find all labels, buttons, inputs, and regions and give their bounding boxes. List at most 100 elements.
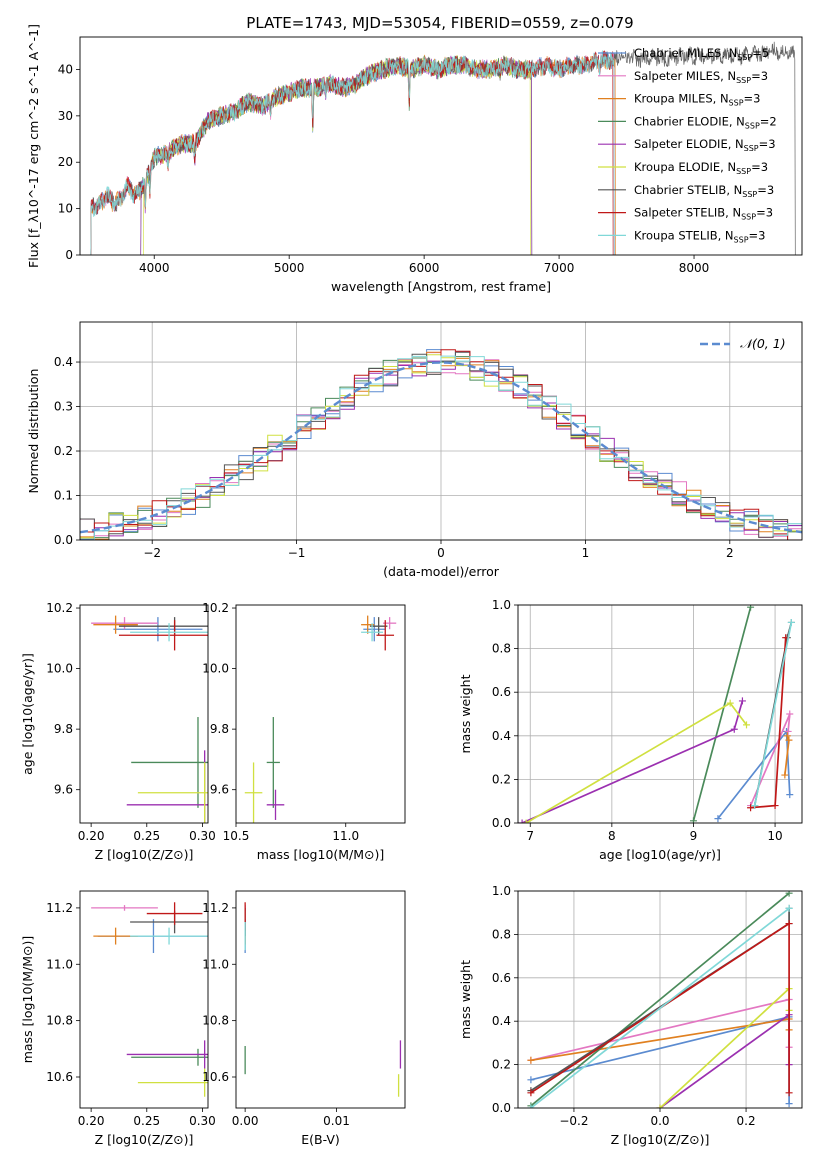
y-tick-label: 0 [65, 248, 73, 262]
x-axis-label: (data-model)/error [383, 564, 500, 579]
plot-area [91, 615, 208, 823]
x-tick-label: 10 [767, 829, 782, 843]
axes-frame [79, 604, 209, 824]
x-tick-label: 0.20 [78, 1114, 105, 1128]
weight-marker [783, 732, 791, 740]
x-tick-label: 0.30 [189, 829, 216, 843]
y-axis-label: mass weight [458, 674, 473, 753]
x-tick-label: 0.25 [133, 829, 160, 843]
panel-residuals: −2 −1 0 1 2 0.0 0.1 0.2 0.3 0.4 (data-model)/error… [26, 321, 803, 579]
legend-label: Kroupa MILES, NSSP=3 [634, 92, 760, 108]
panel-ebv-mass: 0.00 0.01 10.6 10.8 11.0 11.2 E(B-V) [202, 890, 406, 1147]
x-tick-label: 0.25 [133, 1114, 160, 1128]
weight-marker [522, 819, 530, 823]
y-tick-label: 9.8 [54, 722, 73, 736]
weight-marker [527, 1076, 535, 1084]
normal-curve [80, 361, 802, 534]
legend-label: Salpeter ELODIE, NSSP=3 [634, 137, 776, 153]
y-tick-label: 10.2 [46, 601, 73, 615]
y-tick-label: 10.0 [46, 662, 73, 676]
y-tick-label: 10.6 [202, 1070, 229, 1084]
y-tick-label: 0.4 [492, 729, 511, 743]
y-axis-label: mass weight [458, 960, 473, 1039]
weight-marker [784, 727, 792, 735]
legend-label: Salpeter STELIB, NSSP=3 [634, 206, 773, 222]
y-tick-label: 10.0 [202, 662, 229, 676]
weight-marker [743, 721, 751, 729]
y-tick-label: 0.8 [492, 642, 511, 656]
x-tick-label: 8 [608, 829, 616, 843]
weight-line [753, 622, 793, 806]
panel-age-weight: 7 8 9 10 0.0 0.2 0.4 0.6 0.8 1.0 age [log10(age/yr… [458, 598, 803, 862]
y-tick-label: 0.2 [54, 444, 73, 458]
panel-mass-age: 10.5 11.0 9.6 9.8 10.0 10.2 mass [log10(M/M⊙)] [202, 601, 406, 862]
weight-marker [527, 1104, 535, 1108]
y-tick-label: 0.2 [492, 1058, 511, 1072]
axes-frame [79, 36, 803, 256]
legend-label: Salpeter MILES, NSSP=3 [634, 69, 768, 85]
y-tick-label: 0.6 [492, 685, 511, 699]
plot-area [80, 349, 802, 540]
x-axis-label: Z [log10(Z/Z⊙)] [95, 1132, 194, 1147]
x-axis-label: Z [log10(Z/Z⊙)] [611, 1132, 710, 1147]
y-tick-label: 11.2 [202, 901, 229, 915]
weight-marker [786, 791, 794, 799]
panel-z-weight: −0.2 0.0 0.2 0.0 0.2 0.4 0.6 0.8 1.0 Z [log10(Z/Z… [458, 884, 803, 1147]
plot-area [518, 605, 795, 823]
plot-area [91, 902, 208, 1097]
weight-marker [785, 920, 793, 928]
y-tick-label: 9.6 [54, 783, 73, 797]
x-tick-label: 0 [437, 546, 445, 560]
weight-marker [714, 815, 722, 823]
x-tick-label: 5000 [274, 261, 305, 275]
panel-z-mass: 0.20 0.25 0.30 10.6 10.8 11.0 11.2 Z [log10(Z/Z… [20, 890, 216, 1147]
axes-frame [79, 890, 209, 1109]
weight-marker [747, 605, 755, 611]
y-tick-label: 0.2 [492, 772, 511, 786]
plot-area [527, 891, 793, 1108]
y-tick-label: 0.0 [54, 533, 73, 547]
weight-marker [527, 1089, 535, 1097]
axes-frame [235, 604, 406, 824]
y-tick-label: 1.0 [492, 884, 511, 898]
y-tick-label: 30 [58, 109, 73, 123]
x-tick-label: −2 [143, 546, 161, 560]
y-tick-label: 10 [58, 202, 73, 216]
y-tick-label: 10.8 [202, 1014, 229, 1028]
legend-label: 𝒩(0, 1) [740, 336, 786, 351]
y-axis-label: age [log10(age/yr)] [20, 653, 35, 775]
weight-marker [781, 771, 789, 779]
x-tick-label: 0.30 [189, 1114, 216, 1128]
x-tick-label: 6000 [409, 261, 440, 275]
x-tick-label: 8000 [679, 261, 710, 275]
y-tick-label: 9.6 [210, 783, 229, 797]
x-tick-label: 9 [690, 829, 698, 843]
y-tick-label: 0.8 [492, 927, 511, 941]
weight-marker [527, 1056, 535, 1064]
x-tick-label: 10.5 [223, 829, 250, 843]
weight-marker [771, 802, 779, 810]
y-axis-label: Flux [f_λ10^-17 erg cm^-2 s^-1 A^-1] [26, 24, 41, 268]
x-tick-label: 0.2 [737, 1114, 756, 1128]
axes-frame [79, 321, 803, 541]
weight-line [692, 606, 752, 822]
weight-marker [751, 802, 759, 810]
y-tick-label: 40 [58, 62, 73, 76]
y-tick-label: 1.0 [492, 598, 511, 612]
y-tick-label: 0.3 [54, 400, 73, 414]
x-axis-label: wavelength [Angstrom, rest frame] [331, 279, 551, 294]
axes-frame [235, 890, 406, 1109]
legend-label: Chabrier STELIB, NSSP=3 [634, 183, 774, 199]
weight-marker [726, 699, 734, 707]
x-axis-label: Z [log10(Z/Z⊙)] [95, 847, 194, 862]
weight-marker [656, 1104, 664, 1108]
histogram-series [80, 355, 802, 540]
legend: Chabrier MILES, NSSP=5 Salpeter MILES, NS… [598, 46, 777, 244]
weight-marker [518, 819, 526, 823]
x-tick-label: −1 [288, 546, 306, 560]
y-tick-label: 20 [58, 155, 73, 169]
weight-marker [747, 804, 755, 812]
y-axis-label: Normed distribution [26, 369, 41, 494]
weight-line [530, 892, 790, 1107]
